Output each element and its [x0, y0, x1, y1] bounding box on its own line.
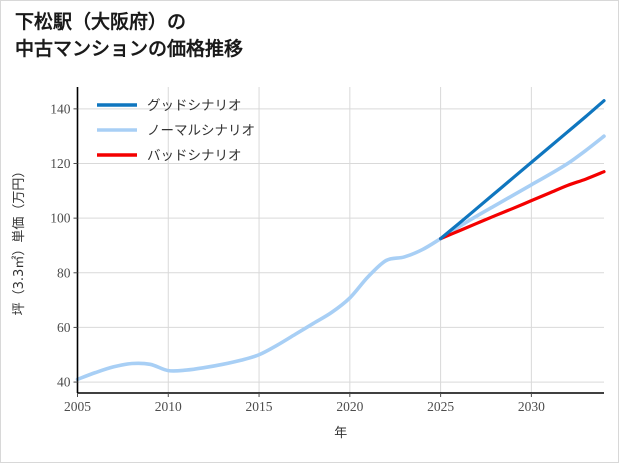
- legend-label: ノーマルシナリオ: [147, 123, 255, 139]
- svg-text:60: 60: [57, 320, 71, 335]
- svg-text:2025: 2025: [427, 399, 454, 414]
- svg-text:100: 100: [50, 211, 71, 226]
- page-title: 下松駅（大阪府）の 中古マンションの価格推移: [15, 11, 244, 60]
- legend-label: バッドシナリオ: [147, 148, 242, 164]
- svg-text:140: 140: [50, 101, 71, 116]
- svg-text:2015: 2015: [246, 399, 273, 414]
- svg-text:120: 120: [50, 156, 71, 171]
- gridlines: [77, 108, 604, 383]
- svg-text:2020: 2020: [336, 399, 363, 414]
- svg-text:40: 40: [57, 375, 71, 390]
- x-gridlines: [77, 87, 532, 393]
- svg-text:80: 80: [57, 265, 71, 280]
- axis-spines: [76, 87, 604, 394]
- svg-text:2030: 2030: [518, 399, 545, 414]
- series-lines: [75, 99, 606, 382]
- y-axis-label: 坪（3.3㎡）単価（万円）: [11, 165, 27, 316]
- y-axis-ticks: 40 60 80 100 120 140: [50, 101, 78, 390]
- svg-text:2010: 2010: [155, 399, 182, 414]
- x-axis-ticks: 2005 2010 2015 2020 2025 2030: [64, 393, 545, 414]
- svg-text:2005: 2005: [64, 399, 91, 414]
- legend-label: グッドシナリオ: [147, 98, 242, 114]
- x-axis-label: 年: [334, 426, 347, 441]
